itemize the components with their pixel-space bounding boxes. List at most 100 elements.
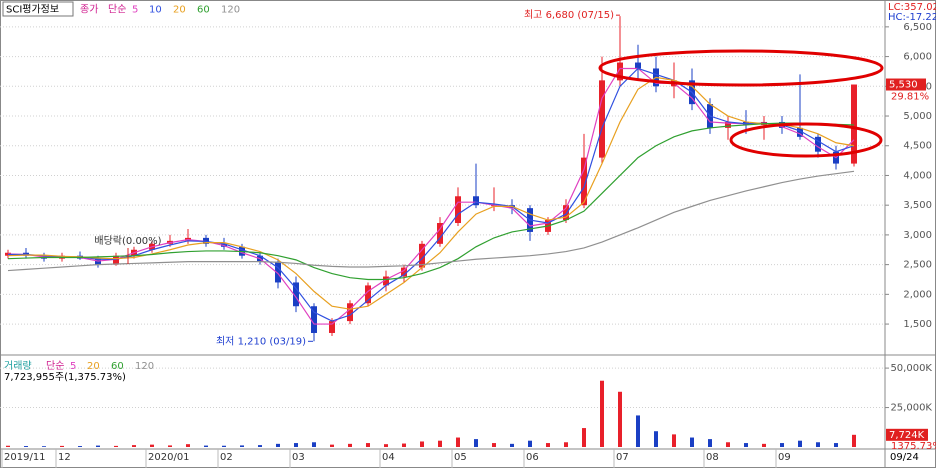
candle-body	[419, 243, 425, 268]
volume-bar	[402, 443, 406, 447]
cursor-date: 09/24	[890, 452, 919, 463]
last-price: 5,530	[889, 80, 918, 91]
legend-entry: 10	[149, 5, 162, 16]
volume-bar	[294, 443, 298, 447]
volume-bar	[384, 444, 388, 447]
volume-bar	[42, 446, 46, 447]
candle-body	[311, 306, 317, 333]
candle-body	[275, 261, 281, 283]
candle-body	[437, 223, 443, 244]
y-tick-label: 1,500	[903, 319, 932, 330]
chart-title: SCI평가정보	[6, 4, 59, 16]
last-volume: 7,724K	[889, 430, 925, 441]
x-tick-label: 2020/01	[148, 452, 190, 463]
y-tick-label: 6,500	[903, 22, 932, 33]
x-tick-label: 06	[526, 452, 539, 463]
last-price-box	[886, 78, 926, 91]
x-tick-label: 09	[778, 452, 791, 463]
ma-label: 단순	[108, 4, 126, 16]
legend-entry: 5	[70, 361, 76, 372]
candle-body	[329, 321, 335, 333]
volume-bar	[438, 440, 442, 447]
dividend-annotation: 배당락(0.00%)	[94, 235, 161, 247]
volume-bar	[132, 445, 136, 447]
volume-bar	[6, 445, 10, 447]
volume-bar	[600, 380, 604, 447]
volume-bar	[546, 443, 550, 447]
volume-bar	[24, 446, 28, 447]
candle-body	[815, 136, 821, 152]
volume-bar	[708, 439, 712, 447]
volume-bar	[348, 443, 352, 447]
volume-bar	[258, 445, 262, 447]
x-tick-label: 08	[706, 452, 719, 463]
y-tick-label: 4,500	[903, 141, 932, 152]
y-tick-label: 4,000	[903, 170, 932, 181]
volume-ma-label: 단순	[46, 360, 64, 372]
x-tick-label: 05	[454, 452, 467, 463]
candle-body	[635, 62, 641, 69]
title-box	[2, 1, 74, 17]
last-volume-change: 1375.73%	[891, 441, 936, 452]
volume-bar	[276, 443, 280, 447]
volume-bar	[474, 439, 478, 447]
ma-line	[7, 67, 855, 325]
x-tick-label: 2019/11	[4, 452, 46, 463]
volume-bar	[150, 444, 154, 447]
highlight-ellipse	[598, 49, 884, 87]
volume-bar	[618, 391, 622, 447]
volume-bar	[798, 440, 802, 447]
legend-entry: 20	[173, 5, 186, 16]
volume-bar	[186, 444, 190, 447]
volume-bar	[582, 428, 586, 447]
volume-bar	[690, 437, 694, 447]
x-tick-label: 03	[292, 452, 305, 463]
candle-body	[581, 157, 587, 206]
volume-bar	[114, 445, 118, 447]
volume-bar	[168, 445, 172, 447]
volume-bar	[330, 444, 334, 447]
candle-body	[347, 303, 353, 322]
high-annotation: 최고 6,680 (07/15)	[524, 9, 614, 21]
last-volume-box	[886, 428, 928, 441]
y-tick-label: 6,000	[903, 52, 932, 63]
candle-body	[401, 267, 407, 277]
volume-bar	[528, 440, 532, 447]
volume-bar	[672, 434, 676, 447]
legend-entry: 120	[221, 5, 240, 16]
legend-entry: 120	[135, 361, 154, 372]
highlight-ellipse	[729, 122, 883, 158]
hc-label: HC:-17.22	[888, 12, 936, 23]
volume-bar	[492, 443, 496, 447]
lc-label: LC:357.02	[888, 2, 936, 13]
last-change: 29.81%	[891, 92, 929, 103]
volume-bar	[222, 445, 226, 447]
y-tick-label: 5,000	[903, 111, 932, 122]
legend-entry: 5	[132, 5, 138, 16]
candle-body	[293, 282, 299, 307]
volume-bar	[240, 445, 244, 447]
candle-body	[473, 196, 479, 206]
candle-body	[563, 205, 569, 221]
volume-bar	[852, 434, 856, 447]
volume-bar	[60, 445, 64, 447]
candle-body	[851, 84, 857, 164]
volume-bar	[456, 437, 460, 447]
volume-bar	[366, 443, 370, 447]
volume-bar	[744, 443, 748, 447]
volume-bar	[564, 442, 568, 447]
volume-label: 거래량	[4, 360, 32, 372]
y-tick-label: 3,500	[903, 200, 932, 211]
volume-bar	[726, 442, 730, 447]
x-tick-label: 04	[382, 452, 395, 463]
x-tick-label: 07	[616, 452, 629, 463]
volume-bar	[96, 445, 100, 447]
candle-body	[797, 127, 803, 137]
y-tick-label: 50,000K	[890, 363, 932, 374]
y-tick-label: 25,000K	[890, 403, 932, 414]
volume-bar	[654, 431, 658, 447]
y-tick-label: 2,000	[903, 289, 932, 300]
candle-body	[725, 121, 731, 128]
